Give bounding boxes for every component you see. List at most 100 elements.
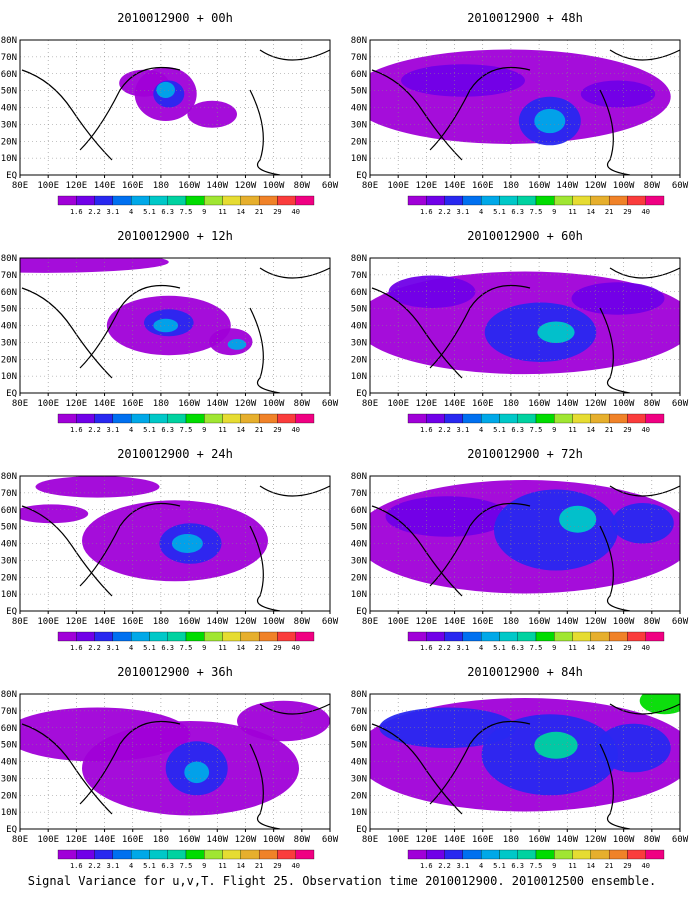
colorbar-label: 29 (273, 426, 281, 434)
colorbar-label: 6.3 (511, 644, 524, 652)
x-tick-label: 60W (322, 399, 339, 409)
colorbar-label: 11 (218, 426, 226, 434)
plot-frame (19, 693, 331, 830)
colorbar-label: 9 (552, 208, 556, 216)
colorbar-label: 4 (479, 208, 483, 216)
colorbar-swatch (258, 849, 278, 860)
colorbar-swatch (426, 195, 445, 206)
variance-region (227, 339, 247, 350)
colorbar-swatch (167, 195, 187, 206)
x-tick-label: 120W (235, 399, 257, 409)
y-tick-label: 10N (1, 154, 17, 164)
x-tick-label: 160E (472, 399, 494, 409)
x-tick-label: 80E (362, 835, 378, 845)
x-tick-label: 60W (322, 617, 339, 627)
colorbar-swatch (426, 413, 445, 424)
coastline (21, 49, 330, 175)
x-tick-label: 160E (122, 835, 144, 845)
colorbar-swatch (185, 849, 205, 860)
x-tick-label: 100E (37, 399, 59, 409)
y-tick-label: 20N (351, 791, 367, 801)
y-tick-label: 60N (351, 288, 367, 298)
y-tick-label: 40N (1, 540, 17, 550)
y-tick-label: 20N (1, 573, 17, 583)
x-tick-label: 140E (444, 617, 466, 627)
colorbar-label: 29 (623, 208, 631, 216)
y-tick-label: 70N (1, 53, 17, 63)
colorbar-label: 7.5 (530, 862, 543, 870)
colorbar-label: 11 (568, 426, 576, 434)
colorbar-swatch (94, 849, 114, 860)
panel-title: 2010012900 + 60h (467, 229, 583, 243)
variance-region (184, 761, 210, 784)
colorbar-label: 5.1 (493, 644, 506, 652)
x-tick-label: 140E (444, 399, 466, 409)
x-tick-label: 120W (235, 835, 257, 845)
x-tick-label: 120E (66, 617, 88, 627)
colorbar-label: 4 (479, 862, 483, 870)
y-tick-label: 50N (1, 523, 17, 533)
colorbar-label: 21 (255, 426, 263, 434)
colorbar-label: 40 (291, 208, 299, 216)
colorbar-swatch (645, 413, 665, 424)
colorbar-swatch (480, 413, 500, 424)
x-tick-label: 160W (528, 617, 550, 627)
colorbar-swatch (499, 631, 518, 642)
y-tick-label: 30N (1, 556, 17, 566)
y-tick-label: 40N (351, 104, 367, 114)
y-tick-label: 80N (351, 472, 367, 482)
y-tick-label: 40N (351, 758, 367, 768)
colorbar-swatch (295, 631, 315, 642)
x-tick-label: 80E (12, 399, 28, 409)
colorbar-swatch (277, 631, 296, 642)
colorbar-swatch (130, 631, 150, 642)
y-tick-label: 50N (1, 305, 17, 315)
colorbar-label: 1.6 (70, 208, 83, 216)
x-tick-label: 120E (416, 835, 438, 845)
colorbar-swatch (204, 849, 223, 860)
colorbar-swatch (277, 849, 296, 860)
x-tick-label: 140W (556, 835, 578, 845)
colorbar-label: 9 (552, 644, 556, 652)
y-tick-label: 30N (351, 120, 367, 130)
x-tick-label: 80W (294, 181, 311, 191)
colorbar-label: 4 (479, 644, 483, 652)
plot-frame (19, 39, 331, 176)
x-tick-label: 180 (503, 399, 519, 409)
x-tick-label: 100E (387, 181, 409, 191)
y-tick-label: 60N (351, 506, 367, 516)
y-tick-label: 20N (351, 137, 367, 147)
x-tick-label: 60W (672, 617, 689, 627)
colorbar-swatch (407, 849, 427, 860)
y-tick-label: 60N (1, 724, 17, 734)
colorbar-label: 2.2 (438, 644, 451, 652)
plot-frame (369, 257, 681, 394)
colorbar-swatch (572, 195, 592, 206)
colorbar-swatch (645, 849, 665, 860)
y-tick-label: 50N (1, 741, 17, 751)
y-tick-label: 30N (351, 774, 367, 784)
coastline (21, 267, 330, 393)
y-tick-label: 80N (1, 254, 17, 264)
panel-field (20, 258, 330, 393)
colorbar-swatch (130, 195, 150, 206)
x-tick-label: 180 (503, 181, 519, 191)
colorbar-swatch (112, 413, 132, 424)
variance-region (20, 504, 89, 524)
y-tick-label: 70N (1, 707, 17, 717)
y-tick-label: 80N (1, 36, 17, 46)
x-tick-label: 140E (94, 399, 116, 409)
variance-region (596, 723, 671, 773)
y-tick-label: EQ (6, 171, 17, 181)
colorbar-swatch (167, 849, 187, 860)
x-tick-label: 60W (672, 835, 689, 845)
colorbar-swatch (590, 413, 610, 424)
colorbar-label: 14 (587, 644, 595, 652)
colorbar-label: 40 (641, 208, 649, 216)
x-tick-label: 60W (672, 181, 689, 191)
colorbar-swatch (426, 631, 445, 642)
variance-region (35, 476, 160, 498)
panel-title: 2010012900 + 00h (117, 11, 233, 25)
colorbar-swatch (240, 631, 260, 642)
panel-0h: 2010012900 + 00h 80E 100E 120E 140E 160E 180 16… (1, 11, 339, 216)
